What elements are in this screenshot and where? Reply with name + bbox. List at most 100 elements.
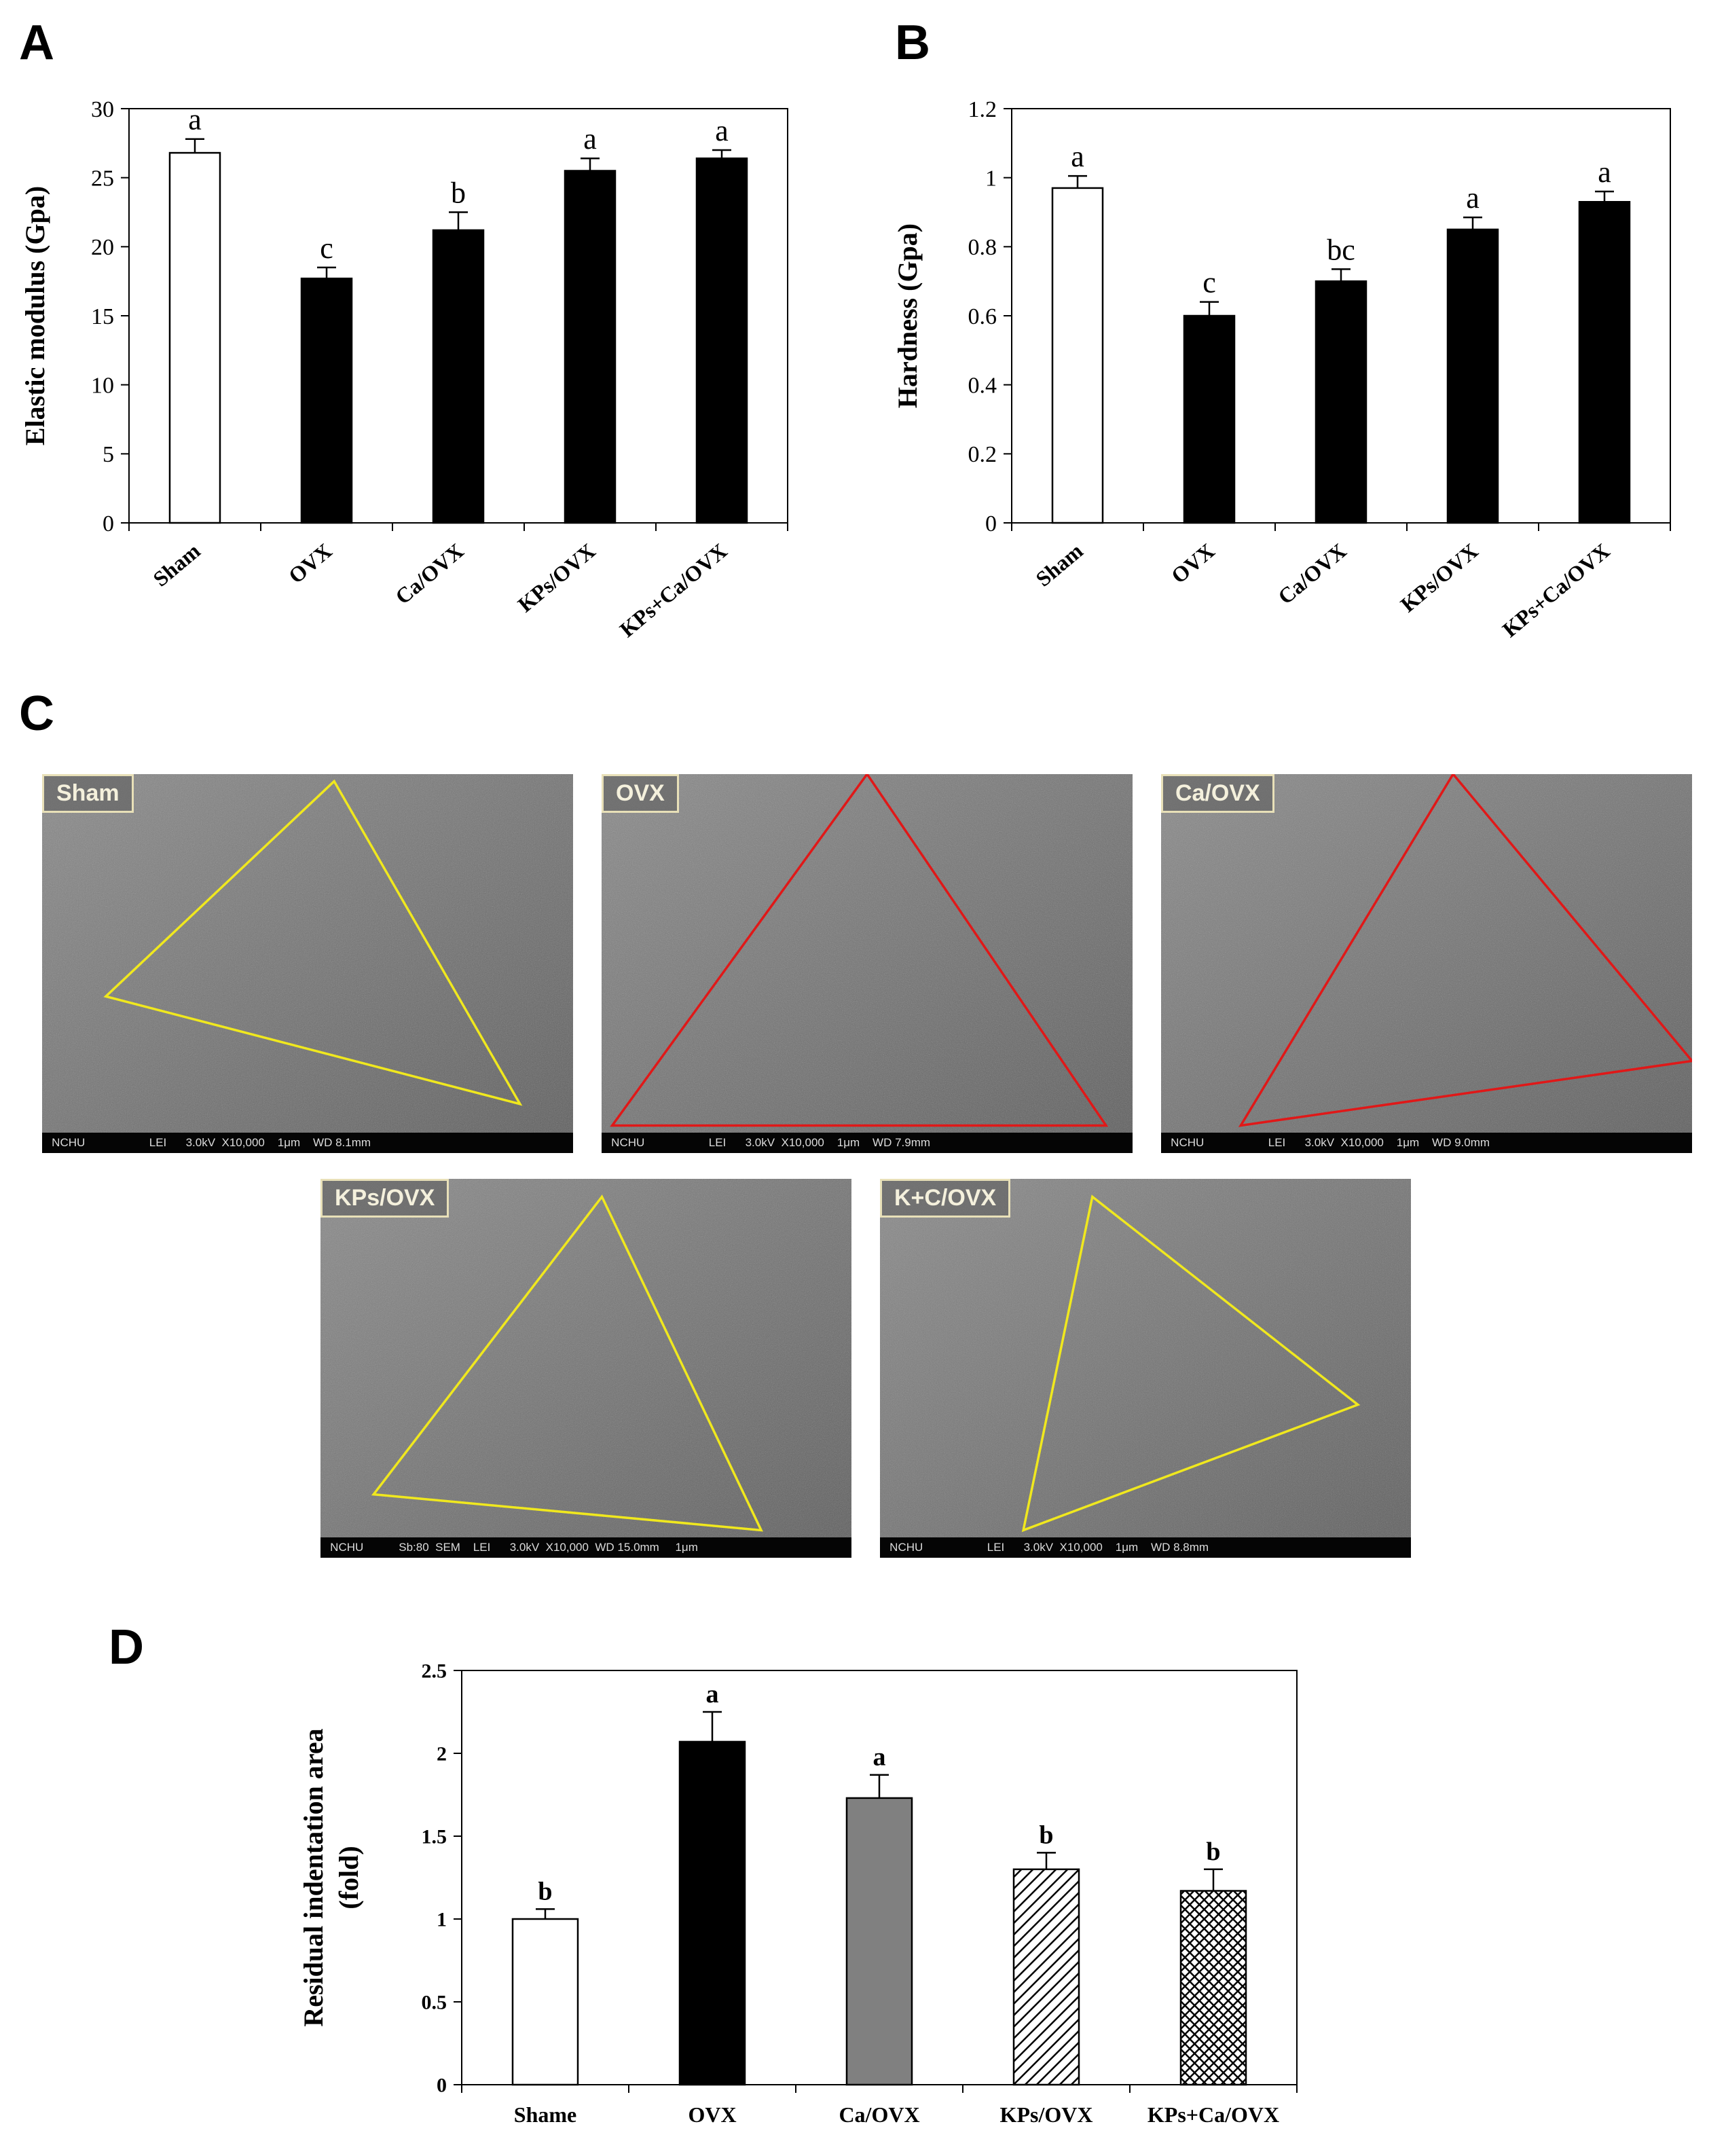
chart-b-hardness: 0 0.2 0.4 0.6 0.8 1 1.2 Hardness (Gpa) a Sham c OVX… (892, 97, 1671, 642)
sem-grain (602, 774, 1133, 1133)
sem-image-kps-ovx: KPs/OVX NCHU Sb:80 SEM LEI 3.0kV X10,000… (320, 1179, 851, 1558)
category-label: OVX (284, 538, 337, 588)
bar (168, 151, 221, 524)
category-label: KPs/OVX (1000, 2102, 1093, 2127)
y-tick-label: 0.5 (422, 1992, 447, 2014)
y-tick-label: 0.8 (968, 235, 997, 260)
chart-d-residual-indentation: 0 0.5 1 1.5 2 2.5 Residual indentation area (fo… (298, 1660, 1298, 2127)
panel-letter-c: C (19, 687, 54, 741)
y-tick-label: 1.5 (422, 1826, 447, 1848)
bar (1578, 201, 1631, 524)
bar (845, 1797, 913, 2086)
y-axis-label: Elastic modulus (Gpa) (20, 186, 50, 445)
indent-triangle (103, 779, 523, 1106)
y-tick-label: 0.6 (968, 304, 997, 329)
indentation-outline (610, 774, 1109, 1127)
y-tick-label: 1 (985, 166, 997, 191)
sem-texture (320, 1179, 851, 1537)
y-tick-label: 15 (91, 304, 114, 329)
y-tick-label: 20 (91, 235, 114, 260)
bar (1183, 314, 1236, 524)
y-tick-label: 0 (103, 511, 114, 536)
significance-letter: c (1202, 266, 1216, 299)
sem-label: OVX (602, 774, 679, 813)
sem-label: KPs/OVX (320, 1179, 449, 1218)
significance-letter: a (706, 1680, 719, 1709)
sem-label: K+C/OVX (880, 1179, 1011, 1218)
significance-letter: a (715, 114, 729, 147)
bar (1446, 228, 1499, 524)
y-tick-label: 5 (103, 442, 114, 467)
category-label: OVX (688, 2102, 736, 2127)
significance-letter: a (1466, 181, 1480, 215)
significance-letter: b (451, 177, 466, 210)
bar (1012, 1868, 1080, 2086)
y-tick-label: 2 (437, 1743, 447, 1766)
sem-grain (42, 774, 573, 1133)
bar (432, 229, 485, 524)
significance-letter: a (873, 1743, 886, 1772)
significance-letter: c (320, 232, 333, 265)
y-tick-label: 0.4 (968, 373, 997, 399)
indent-triangle (371, 1194, 763, 1532)
significance-letter: b (1206, 1838, 1220, 1866)
sem-info-bar: NCHU LEI 3.0kV X10,000 1μm WD 9.0mm (1161, 1133, 1692, 1153)
y-tick-label: 30 (91, 97, 114, 122)
significance-letter: a (1598, 156, 1611, 189)
indentation-outline (1238, 774, 1692, 1127)
sem-image-ovx: OVX NCHU LEI 3.0kV X10,000 1μm WD 7.9mm (602, 774, 1133, 1153)
bar (1051, 187, 1104, 524)
sem-info-bar: NCHU Sb:80 SEM LEI 3.0kV X10,000 WD 15.0… (320, 1537, 851, 1558)
indent-triangle (1238, 774, 1692, 1127)
bar (678, 1740, 746, 2086)
sem-label: Sham (42, 774, 134, 813)
bar (1179, 1890, 1247, 2086)
y-tick-label: 25 (91, 166, 114, 191)
sem-info-bar: NCHU LEI 3.0kV X10,000 1μm WD 7.9mm (602, 1133, 1133, 1153)
category-label: KPs/OVX (1395, 538, 1482, 617)
sem-info-bar: NCHU LEI 3.0kV X10,000 1μm WD 8.1mm (42, 1133, 573, 1153)
y-tick-label: 1 (437, 1909, 447, 1931)
bar (695, 157, 748, 524)
y-tick-label: 0.2 (968, 442, 997, 467)
category-label: KPs/OVX (513, 538, 600, 617)
indent-triangle (610, 774, 1109, 1127)
category-label: Ca/OVX (390, 538, 468, 609)
category-label: KPs+Ca/OVX (615, 538, 732, 642)
category-label: Ca/OVX (1273, 538, 1351, 609)
significance-letter: bc (1327, 233, 1355, 266)
y-axis-label: Residual indentation area (298, 1728, 329, 2026)
y-axis-label: Hardness (Gpa) (892, 223, 923, 408)
indentation-outline (371, 1194, 763, 1532)
category-label: Sham (1031, 538, 1087, 591)
y-axis-label-unit: (fold) (333, 1846, 364, 1909)
indent-triangle (1021, 1194, 1361, 1533)
category-label: Ca/OVX (839, 2102, 919, 2127)
y-tick-label: 0 (437, 2075, 447, 2097)
bar (1315, 280, 1367, 524)
category-label: KPs+Ca/OVX (1498, 538, 1615, 642)
panel-letter-a: A (19, 16, 54, 70)
significance-letter: b (1039, 1821, 1053, 1849)
bar (564, 170, 617, 524)
sem-texture (42, 774, 573, 1133)
category-label: KPs+Ca/OVX (1147, 2102, 1279, 2127)
category-label: Sham (148, 538, 204, 591)
indentation-outline (103, 779, 523, 1106)
significance-letter: a (188, 103, 202, 136)
significance-letter: a (1071, 140, 1084, 173)
sem-grain (320, 1179, 851, 1537)
y-tick-label: 10 (91, 373, 114, 399)
panel-letter-d: D (109, 1620, 144, 1675)
category-label: Shame (514, 2102, 576, 2127)
sem-image-sham: Sham NCHU LEI 3.0kV X10,000 1μm WD 8.1mm (42, 774, 573, 1153)
sem-info-bar: NCHU LEI 3.0kV X10,000 1μm WD 8.8mm (880, 1537, 1411, 1558)
sem-texture (602, 774, 1133, 1133)
y-tick-label: 0 (985, 511, 997, 536)
bar (300, 277, 353, 524)
indentation-outline (1021, 1194, 1361, 1533)
sem-image-kc-ovx: K+C/OVX NCHU LEI 3.0kV X10,000 1μm WD 8.… (880, 1179, 1411, 1558)
panel-letter-b: B (895, 16, 930, 70)
category-label: OVX (1167, 538, 1219, 588)
sem-label: Ca/OVX (1161, 774, 1274, 813)
